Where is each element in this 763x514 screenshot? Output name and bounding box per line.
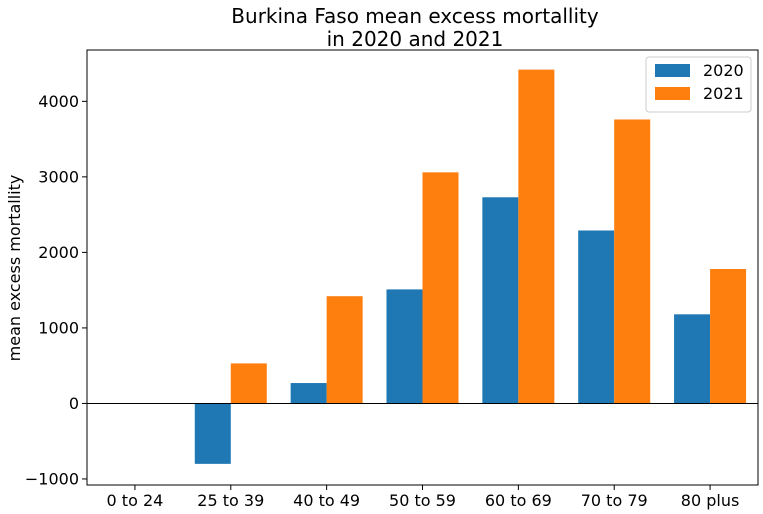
legend-label-2021: 2021: [703, 84, 744, 103]
x-tick-label: 50 to 59: [389, 491, 456, 510]
y-tick-label: 0: [69, 394, 79, 413]
y-tick-label: 4000: [38, 92, 79, 111]
bar-2020-3: [290, 383, 327, 404]
bar-2020-4: [386, 289, 423, 404]
bar-2021-7: [710, 269, 747, 404]
y-tick-label: 3000: [38, 167, 79, 186]
legend: 2020 2021: [645, 56, 752, 113]
legend-swatch-2021: [655, 87, 690, 100]
bar-2021-6: [614, 119, 651, 404]
x-tick-label: 70 to 79: [581, 491, 648, 510]
x-tick-label: 25 to 39: [197, 491, 264, 510]
y-tick-label: −1000: [25, 469, 79, 488]
x-tick-label: 60 to 69: [485, 491, 552, 510]
bar-2020-6: [578, 230, 615, 404]
bar-2020-5: [482, 197, 519, 404]
x-tick-label: 0 to 24: [107, 491, 164, 510]
x-tick-label: 40 to 49: [293, 491, 360, 510]
y-axis: −1000 0 1000 2000 3000 4000: [25, 92, 87, 488]
chart-title-line-2: in 2020 and 2021: [327, 27, 504, 51]
legend-swatch-2020: [655, 64, 690, 77]
legend-label-2020: 2020: [703, 61, 744, 80]
bar-2021-2: [230, 363, 267, 404]
y-tick-label: 2000: [38, 243, 79, 262]
y-axis-label: mean excess mortallity: [5, 175, 24, 362]
x-tick-label: 80 plus: [681, 491, 740, 510]
chart-title-line-1: Burkina Faso mean excess mortallity: [231, 4, 599, 28]
bar-2021-5: [518, 69, 555, 404]
bar-2021-4: [422, 172, 459, 404]
x-axis: 0 to 24 25 to 39 40 to 49 50 to 59 60 to 69 7…: [107, 485, 740, 510]
bar-2020-7: [674, 314, 711, 404]
y-tick-label: 1000: [38, 318, 79, 337]
bar-2021-3: [326, 296, 363, 404]
bars-group: [194, 69, 747, 464]
bar-2020-2: [194, 403, 231, 464]
